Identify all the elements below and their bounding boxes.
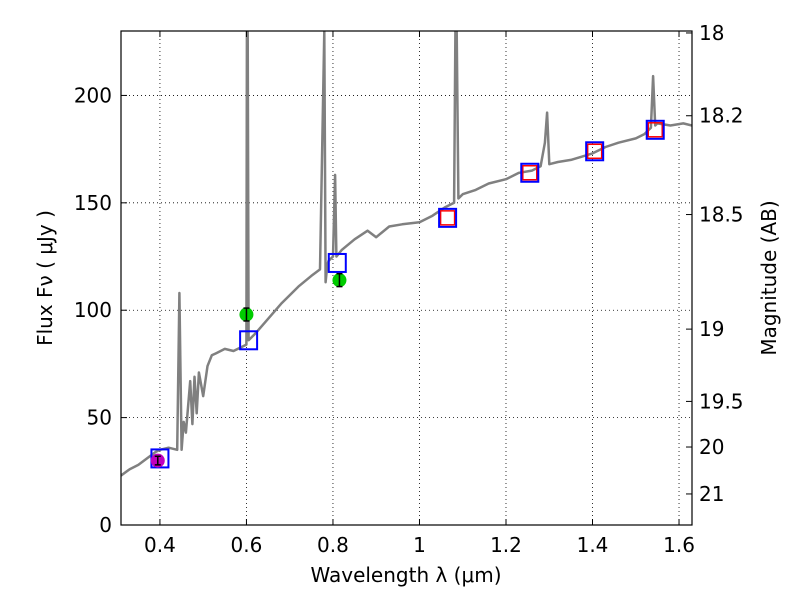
x-tick-label: 1 (413, 533, 426, 557)
mag-tick-label: 18.5 (699, 203, 744, 227)
y-tick-label: 150 (74, 191, 112, 215)
red-model-square (647, 122, 663, 138)
right-axis-title: Magnitude (AB) (757, 200, 781, 355)
y-tick-label: 100 (74, 298, 112, 322)
mag-tick-label: 21 (699, 482, 724, 506)
x-tick-label: 1.6 (663, 533, 695, 557)
blue-model-square (438, 207, 458, 228)
y-tick-label: 50 (87, 406, 112, 430)
mag-tick-label: 19 (699, 317, 724, 341)
grid (121, 31, 692, 526)
blue-model-square (520, 162, 540, 183)
blue-model-square (585, 141, 605, 162)
spectrum-line (121, 31, 692, 477)
mag-tick-label: 20 (699, 435, 724, 459)
mag-tick-label: 18 (699, 21, 724, 45)
x-tick-label: 0.4 (144, 533, 176, 557)
ticks: 0.4 0.6 0.8 1 1.2 1.4 1.6 0 50 100 150 200 18 18.2 18.… (74, 21, 744, 557)
blue-model-square (645, 119, 665, 140)
plot-frame (120, 30, 693, 526)
red-model-square (522, 165, 538, 181)
mag-tick-label: 18.2 (699, 104, 744, 128)
markers (150, 119, 665, 469)
blue-model-square (327, 252, 347, 273)
red-model-square (439, 210, 456, 226)
y-tick-label: 200 (74, 83, 112, 107)
x-tick-label: 1.2 (490, 533, 522, 557)
blue-model-square (239, 330, 259, 351)
y-axis-title: Flux Fν ( μJy ) (33, 210, 57, 346)
x-tick-label: 0.8 (317, 533, 349, 557)
mag-tick-label: 19.5 (699, 389, 744, 413)
y-tick-label: 0 (99, 513, 112, 537)
x-axis-title: Wavelength λ (μm) (310, 563, 501, 587)
x-tick-label: 1.4 (577, 533, 609, 557)
red-model-square (586, 143, 603, 160)
x-tick-label: 0.6 (231, 533, 263, 557)
